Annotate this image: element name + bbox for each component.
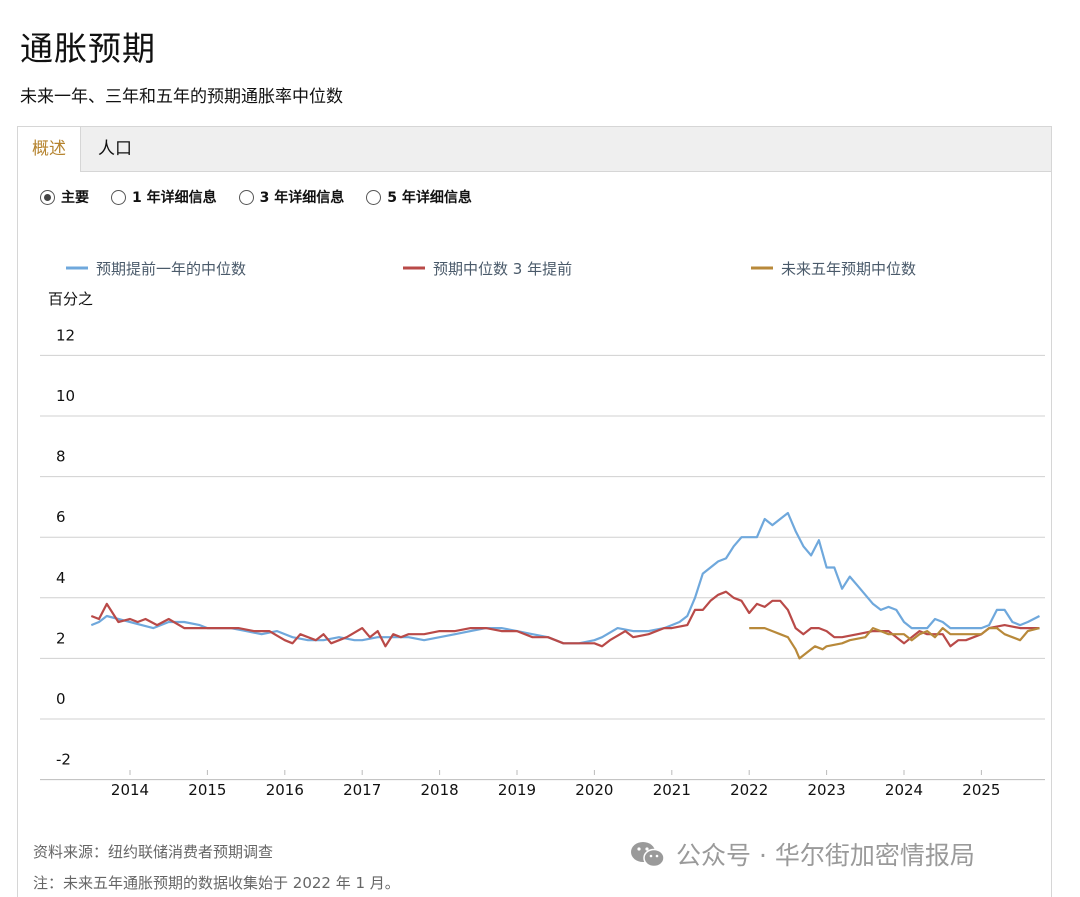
radio-5yr-detail[interactable]: 5 年详细信息 xyxy=(366,187,472,207)
radio-dot-icon xyxy=(111,189,126,205)
watermark: 公众号 · 华尔街加密情报局 xyxy=(628,836,975,872)
page-title: 通胀预期 xyxy=(20,29,156,68)
footnote: 注：未来五年通胀预期的数据收集始于 2022 年 1 月。 xyxy=(33,874,400,892)
source-note: 资料来源：纽约联储消费者预期调查 xyxy=(33,843,274,861)
view-radio-group: 主要 1 年详细信息 3 年详细信息 5 年详细信息 xyxy=(40,187,472,207)
chart-panel: 概述 人口 主要 1 年详细信息 3 年详细信息 5 年详细信息 xyxy=(17,126,1052,897)
tab-population[interactable]: 人口 xyxy=(98,139,132,159)
radio-3yr-detail[interactable]: 3 年详细信息 xyxy=(238,187,345,207)
radio-1yr-detail[interactable]: 1 年详细信息 xyxy=(111,187,217,207)
radio-3yr-label: 3 年详细信息 xyxy=(259,190,345,206)
page-subtitle: 未来一年、三年和五年的预期通胀率中位数 xyxy=(20,87,343,107)
radio-main-label: 主要 xyxy=(61,190,89,206)
watermark-text: 公众号 · 华尔街加密情报局 xyxy=(676,841,975,870)
tab-overview[interactable]: 概述 xyxy=(18,127,81,172)
tab-bar: 概述 人口 xyxy=(18,127,1051,172)
radio-main[interactable]: 主要 xyxy=(40,187,89,207)
radio-5yr-label: 5 年详细信息 xyxy=(387,190,472,206)
wechat-icon xyxy=(631,842,665,868)
radio-dot-icon xyxy=(238,189,254,205)
radio-dot-icon xyxy=(366,189,382,205)
radio-dot-selected-icon xyxy=(40,189,55,205)
radio-1yr-label: 1 年详细信息 xyxy=(132,190,217,206)
